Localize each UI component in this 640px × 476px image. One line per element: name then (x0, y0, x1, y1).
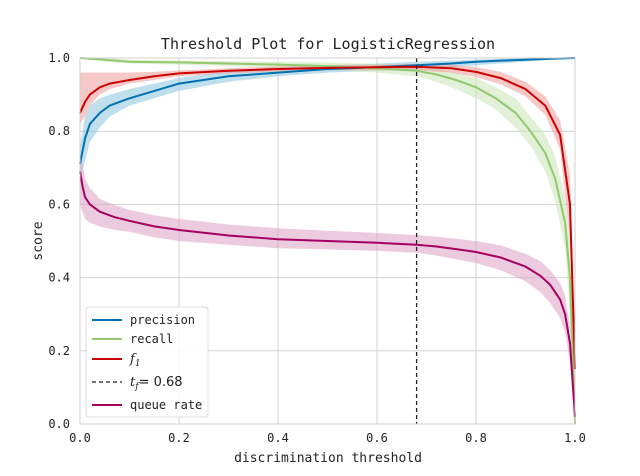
series-lines (79, 57, 576, 425)
y-tick-label: 0.2 (48, 344, 70, 358)
legend-label-threshold: tf= 0.68 (130, 375, 183, 392)
x-tick-label: 0.4 (267, 431, 289, 445)
x-tick-label: 0.8 (465, 431, 487, 445)
x-axis-label: discrimination threshold (234, 451, 422, 466)
line-queue-rate (79, 171, 576, 417)
line-precision (79, 57, 576, 165)
line-f1 (79, 65, 576, 370)
legend-label-threshold-value: = 0.68 (139, 375, 183, 390)
band-f1 (80, 63, 575, 388)
x-tick-labels: 0.0 0.2 0.4 0.6 0.8 1.0 (69, 431, 586, 445)
legend-label-f1: f1 (129, 352, 141, 369)
plot-frame (79, 57, 576, 425)
y-tick-labels: 0.0 0.2 0.4 0.6 0.8 1.0 (48, 51, 70, 431)
legend: precision recall f1 tf= 0.68 queue rate (85, 306, 209, 418)
legend-label-threshold-sub: f (134, 382, 140, 392)
legend-box (85, 306, 209, 418)
legend-label-recall: recall (130, 332, 173, 346)
confidence-bands (80, 58, 575, 424)
legend-label-f1-main: f (129, 352, 137, 367)
y-tick-label: 0.6 (48, 197, 70, 211)
y-tick-label: 0.8 (48, 124, 70, 138)
x-tick-label: 0.6 (366, 431, 388, 445)
y-tick-label: 0.0 (48, 417, 70, 431)
legend-label-f1-sub: 1 (135, 359, 141, 369)
x-tick-label: 0.0 (69, 431, 91, 445)
x-tick-label: 1.0 (564, 431, 586, 445)
legend-label-threshold-main: t (130, 375, 136, 390)
legend-label-precision: precision (130, 313, 195, 327)
y-tick-label: 1.0 (48, 51, 70, 65)
y-tick-label: 0.4 (48, 271, 70, 285)
legend-label-queue-rate: queue rate (130, 398, 202, 412)
line-recall (79, 57, 576, 425)
chart-title: Threshold Plot for LogisticRegression (161, 35, 495, 53)
y-axis-label: score (31, 221, 46, 260)
x-tick-label: 0.2 (168, 431, 190, 445)
